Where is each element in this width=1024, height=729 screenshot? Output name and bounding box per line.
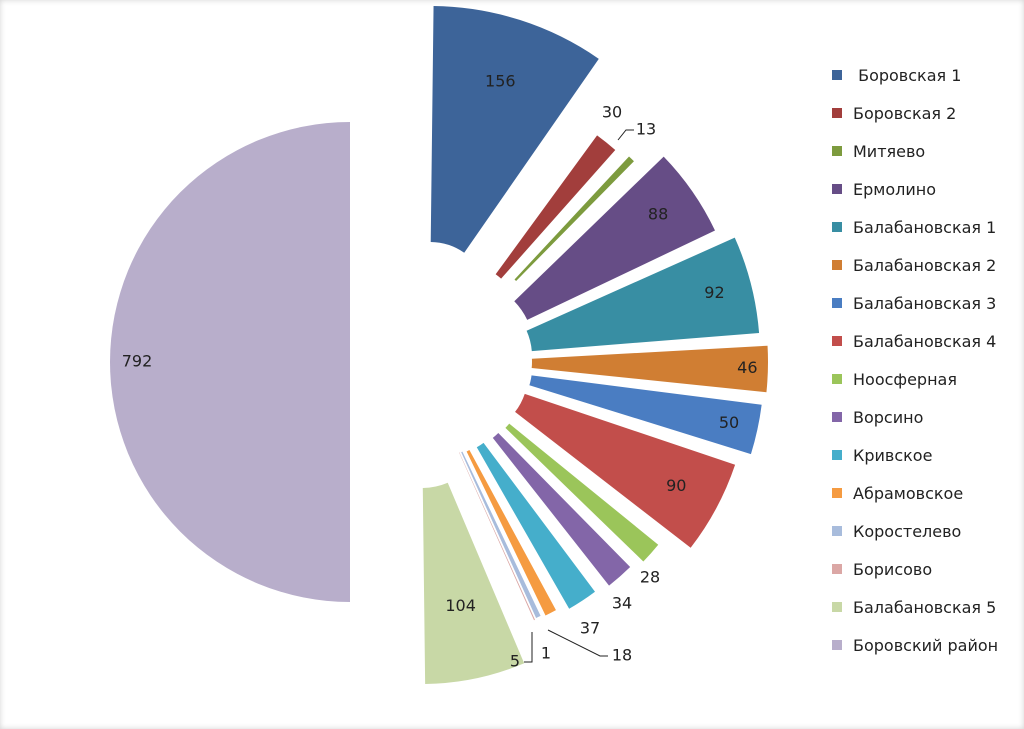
data-label-balabanovskaya-4: 90 bbox=[666, 476, 686, 495]
pie-slice-borovskaya-1 bbox=[430, 6, 599, 253]
data-label-balabanovskaya-2: 46 bbox=[737, 358, 757, 377]
legend-item-mityaevo: Митяево bbox=[832, 140, 925, 162]
legend-swatch bbox=[832, 298, 842, 308]
data-label-vorsino: 34 bbox=[612, 594, 632, 613]
pie-slice-borisovo bbox=[458, 452, 535, 621]
legend-item-abramovskoe: Абрамовское bbox=[832, 482, 963, 504]
pie-slice-krivskoe bbox=[476, 442, 595, 609]
legend-item-balabanovskaya-4: Балабановская 4 bbox=[832, 330, 996, 352]
legend-label: Балабановская 4 bbox=[853, 331, 997, 351]
data-label-balabanovskaya-5: 104 bbox=[445, 596, 476, 615]
pie-slice-balabanovskaya-3 bbox=[529, 375, 762, 455]
legend-label: Ермолино bbox=[853, 179, 936, 199]
legend-swatch bbox=[832, 374, 842, 384]
pie-slice-balabanovskaya-1 bbox=[526, 237, 760, 352]
legend-label: Боровский район bbox=[853, 635, 999, 655]
data-label-korostelevo: 1 bbox=[541, 644, 551, 663]
legend-item-balabanovskaya-2: Балабановская 2 bbox=[832, 254, 996, 276]
legend-label: Балабановская 3 bbox=[853, 293, 997, 313]
legend-item-krivskoe: Кривское bbox=[832, 444, 932, 466]
legend-item-borovskaya-1: Боровская 1 bbox=[832, 64, 961, 86]
legend-label: Кривское bbox=[853, 445, 933, 465]
pie-slice-mityaevo bbox=[514, 156, 634, 281]
pie-slice-balabanovskaya-4 bbox=[515, 393, 736, 548]
data-label-borovskiy-rayon: 792 bbox=[122, 352, 153, 371]
legend-item-balabanovskaya-3: Балабановская 3 bbox=[832, 292, 996, 314]
data-label-balabanovskaya-3: 50 bbox=[719, 413, 739, 432]
data-label-krivskoe: 37 bbox=[580, 619, 600, 638]
data-label-borovskaya-2: 30 bbox=[602, 103, 622, 122]
legend-label: Ворсино bbox=[853, 407, 924, 427]
pie-slice-balabanovskaya-2 bbox=[531, 345, 769, 393]
legend-label: Балабановская 2 bbox=[853, 255, 997, 275]
legend-label: Боровская 2 bbox=[853, 103, 957, 123]
legend-item-vorsino: Ворсино bbox=[832, 406, 923, 428]
pie-slice-korostelevo bbox=[461, 451, 541, 619]
legend-item-borovskaya-2: Боровская 2 bbox=[832, 102, 956, 124]
legend-swatch bbox=[832, 526, 842, 536]
legend-item-korostelevo: Коростелево bbox=[832, 520, 961, 542]
legend-swatch bbox=[832, 222, 842, 232]
legend-item-borisovo: Борисово bbox=[832, 558, 932, 580]
pie-slice-noosfernaya bbox=[505, 423, 659, 562]
data-label-borisovo: 5 bbox=[510, 652, 520, 671]
data-label-balabanovskaya-1: 92 bbox=[704, 283, 724, 302]
leader-line-abramovskoe bbox=[547, 629, 608, 657]
data-label-mityaevo: 13 bbox=[636, 120, 656, 139]
legend-swatch bbox=[832, 640, 842, 650]
legend-label: Боровская 1 bbox=[853, 65, 962, 85]
legend-label: Балабановская 5 bbox=[853, 597, 997, 617]
legend-swatch bbox=[832, 146, 842, 156]
legend-label: Балабановская 1 bbox=[853, 217, 997, 237]
legend-swatch bbox=[832, 184, 842, 194]
legend-swatch bbox=[832, 602, 842, 612]
pie-slice-balabanovskaya-5 bbox=[422, 482, 525, 684]
legend-swatch bbox=[832, 564, 842, 574]
pie-slice-abramovskoe bbox=[466, 450, 556, 616]
legend-swatch bbox=[832, 70, 842, 80]
legend-label: Борисово bbox=[853, 559, 933, 579]
data-label-noosfernaya: 28 bbox=[640, 568, 660, 587]
legend-swatch bbox=[832, 336, 842, 346]
legend-item-balabanovskaya-1: Балабановская 1 bbox=[832, 216, 996, 238]
legend-swatch bbox=[832, 450, 842, 460]
legend-label: Абрамовское bbox=[853, 483, 964, 503]
data-label-borovskaya-1: 156 bbox=[485, 72, 516, 91]
pie-slice-borovskaya-2 bbox=[495, 135, 616, 279]
pie-slice-borovskiy-rayon bbox=[110, 122, 350, 602]
pie-slice-ermolino bbox=[514, 156, 716, 320]
data-label-ermolino: 88 bbox=[648, 205, 668, 224]
leader-line-mityaevo bbox=[617, 129, 634, 141]
legend-item-balabanovskaya-5: Балабановская 5 bbox=[832, 596, 996, 618]
pie-slice-vorsino bbox=[492, 433, 631, 586]
legend-item-noosfernaya: Ноосферная bbox=[832, 368, 957, 390]
data-label-abramovskoe: 18 bbox=[612, 646, 632, 665]
legend-item-borovskiy-rayon: Боровский район bbox=[832, 634, 998, 656]
legend-label: Коростелево bbox=[853, 521, 962, 541]
legend-swatch bbox=[832, 412, 842, 422]
legend-swatch bbox=[832, 108, 842, 118]
legend-swatch bbox=[832, 488, 842, 498]
legend-swatch bbox=[832, 260, 842, 270]
legend-label: Ноосферная bbox=[853, 369, 957, 389]
legend-label: Митяево bbox=[853, 141, 926, 161]
leader-line-borisovo bbox=[524, 632, 533, 663]
legend-item-ermolino: Ермолино bbox=[832, 178, 936, 200]
